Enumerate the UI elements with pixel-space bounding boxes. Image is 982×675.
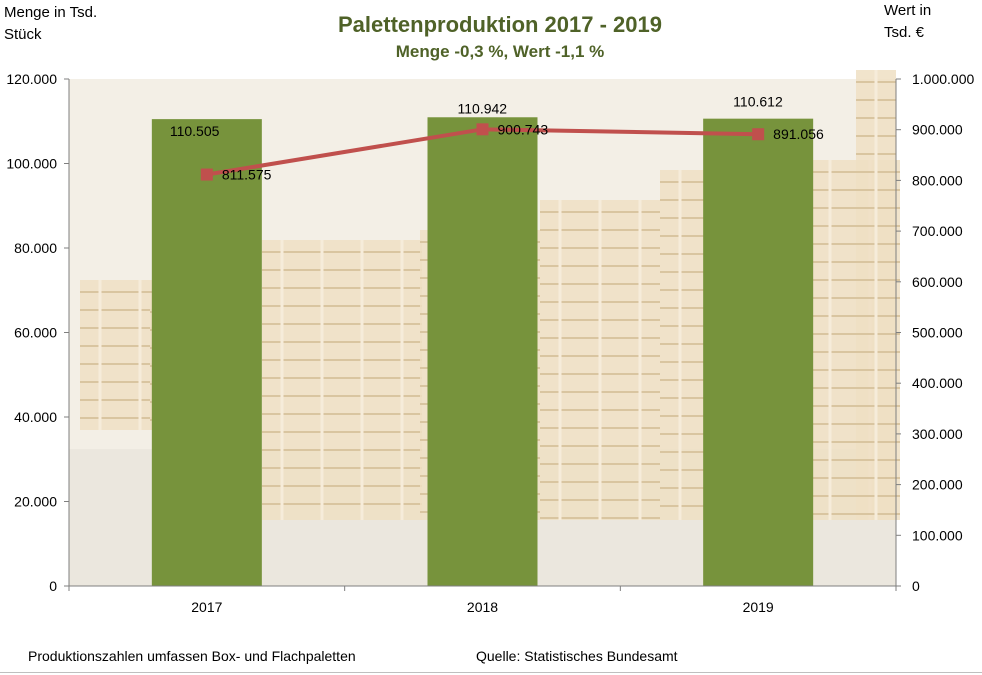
x-tick-label: 2018 [467,599,498,615]
bar-2018 [427,117,538,586]
x-tick-label: 2017 [191,599,222,615]
left-tick-label: 60.000 [14,325,57,341]
left-tick-label: 120.000 [6,71,57,87]
line-data-label: 891.056 [773,126,824,142]
right-tick-label: 1.000.000 [912,71,974,87]
right-tick-label: 0 [912,578,920,594]
pallet-stack [856,70,896,520]
chart-subtitle: Menge -0,3 %, Wert -1,1 % [395,42,605,61]
bar-2017 [151,119,262,586]
pallet-stack [262,240,422,520]
right-tick-label: 100.000 [912,527,963,543]
line-data-label: 900.743 [498,121,549,137]
line-data-label: 811.575 [222,167,272,183]
left-axis-title: Menge in Tsd. Stück [4,4,98,43]
bottom-divider [0,672,982,673]
right-tick-label: 200.000 [912,477,963,493]
line-point-2017 [200,168,213,181]
pallet-stack [80,280,152,430]
right-tick-label: 800.000 [912,172,963,188]
right-axis-title: Wert in Tsd. € [884,2,932,41]
footer-note: Produktionszahlen umfassen Box- und Flac… [28,648,356,664]
left-tick-label: 0 [49,578,57,594]
line-point-2019 [752,128,765,141]
right-tick-label: 400.000 [912,375,963,391]
left-tick-label: 80.000 [14,240,57,256]
left-tick-label: 40.000 [14,409,57,425]
left-tick-label: 100.000 [6,156,57,172]
footer-source: Quelle: Statistisches Bundesamt [476,648,678,664]
line-point-2018 [476,123,489,136]
combo-chart: 0 20.000 40.000 60.000 80.000 100.000 120.000 0… [6,70,974,615]
bar-2019 [703,118,814,586]
right-tick-label: 500.000 [912,325,963,341]
right-tick-label: 900.000 [912,122,963,138]
bar-data-label: 110.942 [458,100,508,116]
chart-title: Palettenproduktion 2017 - 2019 [338,12,662,37]
bar-data-label: 110.505 [170,123,220,139]
right-tick-label: 600.000 [912,274,963,290]
bar-data-label: 110.612 [733,94,783,110]
x-tick-label: 2019 [743,599,774,615]
right-tick-label: 300.000 [912,426,963,442]
right-tick-label: 700.000 [912,223,963,239]
pallet-stack [540,200,660,520]
pallet-block [262,240,422,520]
left-tick-label: 20.000 [14,494,57,510]
